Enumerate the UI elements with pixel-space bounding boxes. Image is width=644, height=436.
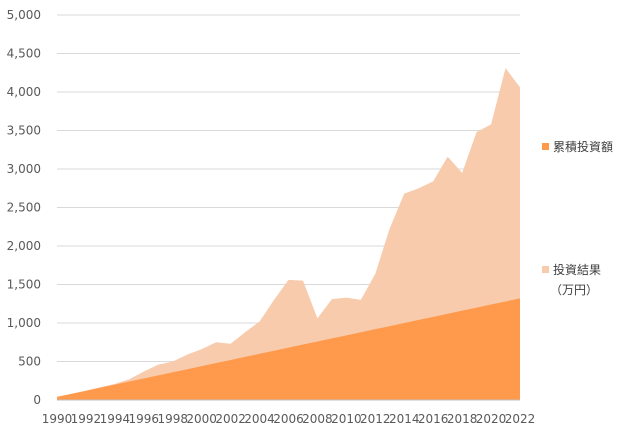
x-tick-label: 2012 xyxy=(360,412,391,426)
area-series xyxy=(57,68,520,400)
y-axis-ticks: 0 500 1,000 1,500 2,000 2,500 3,000 3,500 4,000 4… xyxy=(7,8,41,407)
x-tick-label: 2006 xyxy=(273,412,304,426)
y-tick-label: 1,000 xyxy=(7,316,41,330)
x-tick-label: 2010 xyxy=(331,412,362,426)
x-tick-label: 2000 xyxy=(186,412,217,426)
y-tick-label: 3,500 xyxy=(7,124,41,138)
y-tick-label: 0 xyxy=(33,393,41,407)
legend-label-cumulative: 累積投資額 xyxy=(553,140,614,154)
y-tick-label: 2,500 xyxy=(7,201,41,215)
y-tick-label: 3,000 xyxy=(7,162,41,176)
y-tick-label: 4,500 xyxy=(7,47,41,61)
y-tick-label: 4,000 xyxy=(7,85,41,99)
x-tick-label: 2020 xyxy=(476,412,507,426)
y-tick-label: 2,000 xyxy=(7,239,41,253)
x-tick-label: 2002 xyxy=(215,412,246,426)
x-tick-label: 2014 xyxy=(389,412,420,426)
x-tick-label: 1990 xyxy=(42,412,73,426)
x-axis-ticks: 1990199219941996199820002002200420062008… xyxy=(42,412,536,426)
y-tick-label: 500 xyxy=(18,355,41,369)
x-tick-label: 2016 xyxy=(418,412,449,426)
x-tick-label: 2008 xyxy=(302,412,333,426)
x-tick-label: 1994 xyxy=(100,412,131,426)
legend-swatch-result xyxy=(542,266,549,273)
x-tick-label: 2018 xyxy=(447,412,478,426)
legend-swatch-cumulative xyxy=(542,143,549,150)
legend-label-result-unit: （万円） xyxy=(550,283,599,297)
legend-label-result: 投資結果 xyxy=(553,263,602,277)
x-tick-label: 2004 xyxy=(244,412,275,426)
y-tick-label: 5,000 xyxy=(7,8,41,22)
area-series-cumulative xyxy=(57,298,520,400)
x-tick-label: 1998 xyxy=(157,412,188,426)
x-tick-label: 2022 xyxy=(505,412,536,426)
gridlines xyxy=(57,14,520,362)
area-series-result xyxy=(57,68,520,400)
x-tick-label: 1996 xyxy=(129,412,160,426)
y-tick-label: 1,500 xyxy=(7,278,41,292)
x-tick-label: 1992 xyxy=(71,412,102,426)
